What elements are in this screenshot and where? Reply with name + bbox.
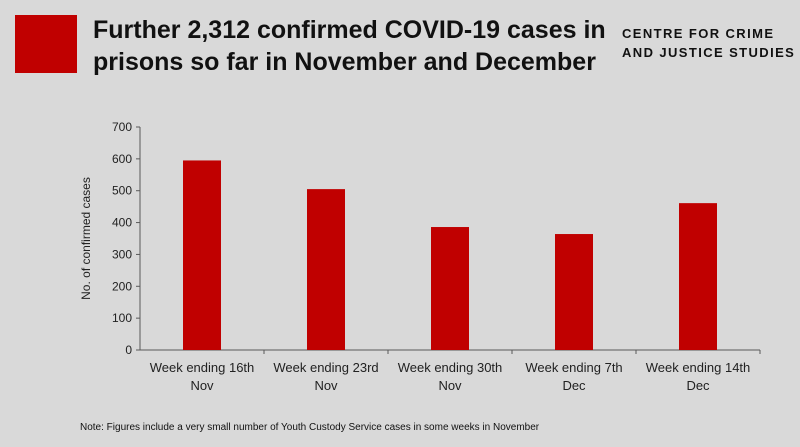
- y-tick-label: 300: [112, 247, 132, 261]
- x-tick-label: Dec: [686, 378, 710, 393]
- y-tick-label: 100: [112, 311, 132, 325]
- y-tick-label: 200: [112, 279, 132, 293]
- bar: [183, 160, 221, 350]
- chart-title: Further 2,312 confirmed COVID-19 cases i…: [93, 16, 606, 76]
- bar: [555, 234, 593, 350]
- organisation-name-line-1: CENTRE FOR CRIME: [622, 26, 775, 41]
- y-axis-title: No. of confirmed cases: [79, 177, 93, 300]
- x-tick-label: Week ending 23rd: [273, 360, 378, 375]
- y-tick-label: 400: [112, 216, 132, 230]
- x-tick-label: Nov: [190, 378, 214, 393]
- x-tick-label: Nov: [314, 378, 338, 393]
- y-tick-label: 700: [112, 120, 132, 134]
- x-tick-label: Dec: [562, 378, 586, 393]
- x-tick-label: Week ending 14th: [646, 360, 751, 375]
- y-tick-label: 0: [125, 343, 132, 357]
- x-tick-label: Nov: [438, 378, 462, 393]
- x-tick-label: Week ending 16th: [150, 360, 255, 375]
- brand-square-logo: [15, 15, 77, 73]
- organisation-name: CENTRE FOR CRIME AND JUSTICE STUDIES: [622, 24, 795, 62]
- footnote: Note: Figures include a very small numbe…: [80, 422, 540, 433]
- organisation-name-line-2: AND JUSTICE STUDIES: [622, 45, 796, 60]
- y-tick-label: 500: [112, 184, 132, 198]
- bar: [431, 227, 469, 350]
- x-tick-label: Week ending 7th: [525, 360, 622, 375]
- bar: [679, 203, 717, 350]
- y-tick-label: 600: [112, 152, 132, 166]
- bar: [307, 189, 345, 350]
- x-tick-label: Week ending 30th: [398, 360, 503, 375]
